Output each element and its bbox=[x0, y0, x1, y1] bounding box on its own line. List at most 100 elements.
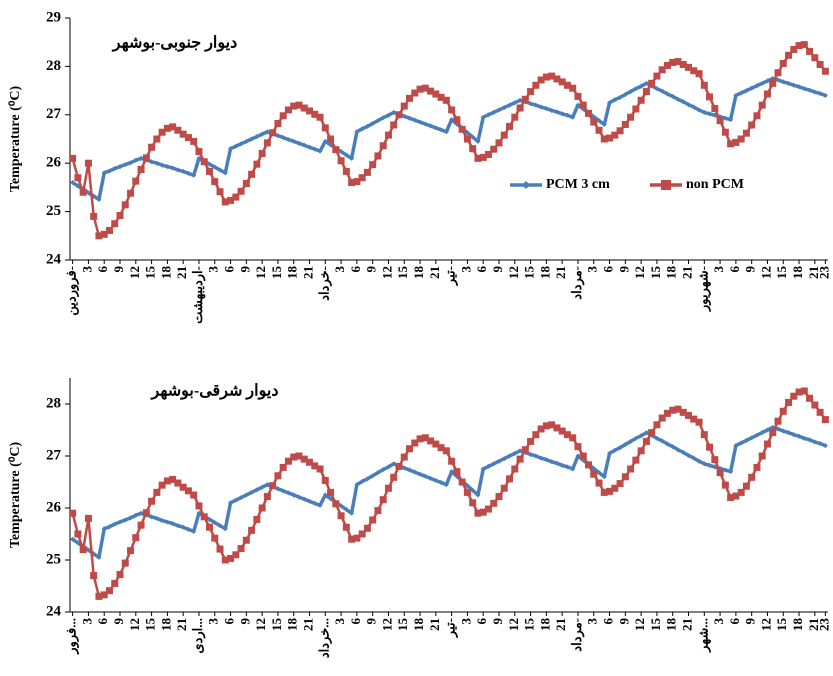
marker bbox=[233, 143, 239, 149]
y-tick-label: 27 bbox=[46, 106, 62, 122]
x-tick-label: 15 bbox=[143, 266, 158, 280]
marker bbox=[95, 232, 103, 240]
marker bbox=[159, 517, 165, 523]
marker bbox=[496, 458, 502, 464]
marker bbox=[670, 444, 676, 450]
marker bbox=[295, 101, 303, 109]
marker bbox=[780, 79, 786, 85]
marker bbox=[295, 452, 303, 460]
marker bbox=[358, 530, 366, 538]
marker bbox=[312, 146, 318, 152]
marker bbox=[90, 212, 98, 220]
marker bbox=[180, 168, 186, 174]
marker bbox=[553, 75, 561, 83]
x-tick-label: تیر- bbox=[443, 618, 459, 638]
marker bbox=[732, 138, 740, 146]
marker bbox=[322, 138, 328, 144]
marker bbox=[121, 559, 129, 567]
marker bbox=[249, 489, 255, 495]
marker bbox=[153, 135, 161, 143]
marker bbox=[779, 407, 787, 415]
marker bbox=[174, 479, 182, 487]
marker bbox=[553, 424, 561, 432]
marker bbox=[696, 107, 702, 113]
marker bbox=[470, 487, 476, 493]
marker bbox=[128, 515, 134, 521]
marker bbox=[154, 160, 160, 166]
marker bbox=[179, 130, 187, 138]
marker bbox=[664, 91, 670, 97]
marker bbox=[596, 118, 602, 124]
marker bbox=[428, 475, 434, 481]
marker bbox=[164, 164, 170, 170]
marker bbox=[474, 509, 482, 517]
marker bbox=[575, 102, 581, 108]
marker bbox=[432, 90, 440, 98]
x-tick-label: شهریور- bbox=[695, 266, 711, 312]
x-tick-label: 15 bbox=[269, 618, 284, 632]
marker bbox=[280, 135, 286, 141]
marker bbox=[506, 475, 514, 483]
marker bbox=[484, 150, 492, 158]
marker bbox=[369, 161, 377, 169]
marker bbox=[643, 80, 649, 86]
marker bbox=[174, 126, 182, 134]
marker bbox=[279, 463, 287, 471]
marker bbox=[112, 521, 118, 527]
marker bbox=[264, 482, 270, 488]
marker bbox=[427, 437, 435, 445]
marker bbox=[154, 515, 160, 521]
marker bbox=[538, 104, 544, 110]
x-tick-label: 3 bbox=[206, 266, 221, 273]
marker bbox=[390, 473, 398, 481]
chart-title: دیوار جنوبی-بوشهر bbox=[112, 35, 237, 53]
marker bbox=[269, 129, 277, 137]
marker bbox=[700, 431, 708, 439]
marker bbox=[501, 456, 507, 462]
marker bbox=[507, 453, 513, 459]
marker bbox=[695, 418, 703, 426]
marker bbox=[463, 135, 471, 143]
x-tick-label: 3 bbox=[332, 266, 347, 273]
marker bbox=[242, 180, 250, 188]
x-tick-label: 21 bbox=[427, 266, 442, 279]
marker bbox=[500, 484, 508, 492]
marker bbox=[296, 494, 302, 500]
marker bbox=[606, 487, 614, 495]
marker bbox=[412, 117, 418, 123]
marker bbox=[249, 136, 255, 142]
marker bbox=[438, 127, 444, 133]
marker bbox=[442, 96, 450, 104]
x-tick-label: 9 bbox=[111, 618, 126, 625]
marker bbox=[495, 493, 503, 501]
marker bbox=[648, 79, 656, 87]
marker bbox=[786, 80, 792, 86]
marker bbox=[327, 135, 335, 143]
marker bbox=[105, 226, 113, 234]
marker bbox=[642, 88, 650, 96]
marker bbox=[311, 110, 319, 118]
x-tick-label: 21 bbox=[806, 618, 821, 631]
marker bbox=[190, 137, 198, 145]
marker bbox=[221, 198, 229, 206]
marker bbox=[132, 177, 140, 185]
chart: 24 25 26 27 28 29 Temperature (⁰C) دیوار جنوبی-… bbox=[8, 9, 831, 323]
marker bbox=[627, 113, 635, 121]
marker bbox=[516, 104, 524, 112]
marker bbox=[311, 462, 319, 470]
marker bbox=[122, 162, 128, 168]
legend-label: non PCM bbox=[686, 177, 744, 192]
marker bbox=[732, 492, 740, 500]
marker bbox=[254, 134, 260, 140]
x-tick-label: 9 bbox=[237, 266, 252, 273]
marker bbox=[538, 455, 544, 461]
x-tick-label: 12 bbox=[127, 618, 142, 631]
x-tick-label: 15 bbox=[395, 618, 410, 632]
x-tick-label: 21 bbox=[174, 266, 189, 279]
marker bbox=[612, 447, 618, 453]
marker bbox=[679, 408, 687, 416]
marker bbox=[464, 483, 470, 489]
x-tick-label: 18 bbox=[790, 618, 805, 632]
marker bbox=[84, 514, 92, 522]
marker bbox=[579, 101, 587, 109]
